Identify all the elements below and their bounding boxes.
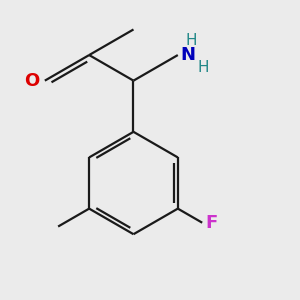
Text: H: H	[198, 60, 209, 75]
Text: H: H	[186, 33, 197, 48]
Text: F: F	[206, 214, 218, 232]
Text: N: N	[181, 46, 196, 64]
Text: O: O	[24, 72, 39, 90]
